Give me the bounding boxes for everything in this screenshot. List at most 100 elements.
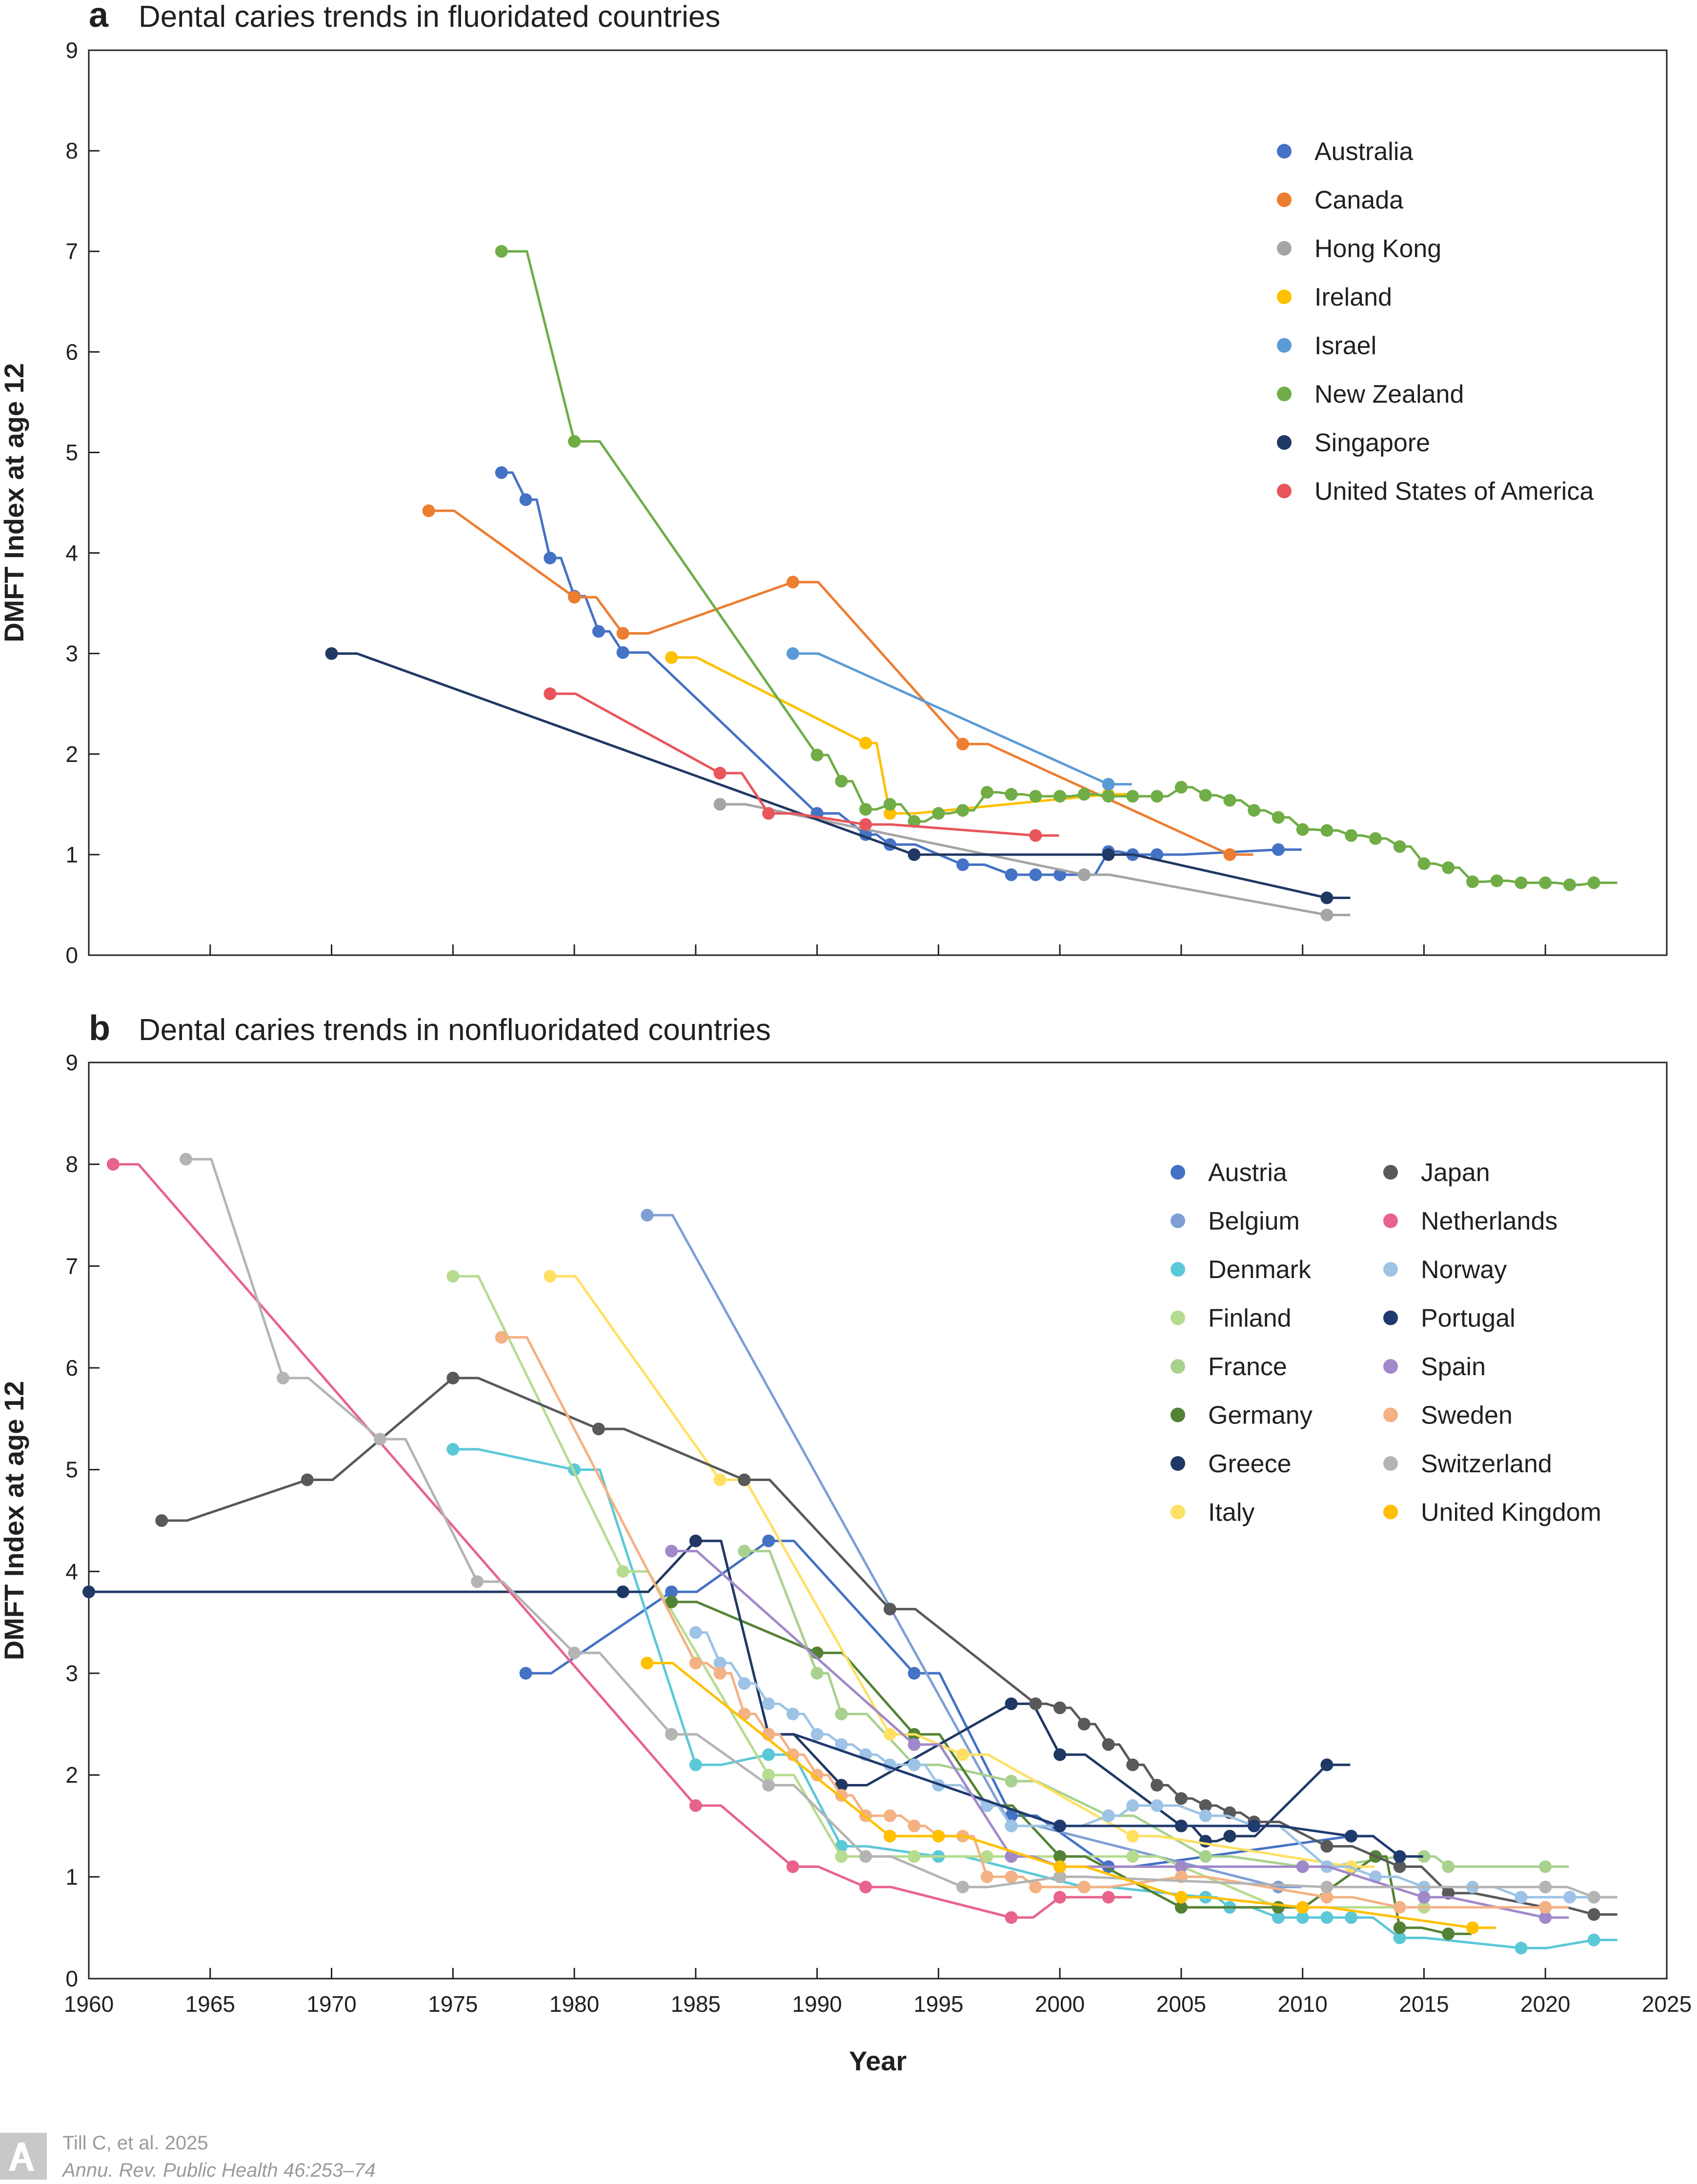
series-israel (786, 647, 1132, 791)
data-point-switzerland (762, 1779, 775, 1792)
x-tick-label: 1985 (671, 1991, 721, 2017)
legend-marker-ireland (1277, 289, 1292, 304)
legend-label-singapore: Singapore (1314, 429, 1430, 457)
data-point-japan (1587, 1908, 1600, 1921)
legend-label-finland: Finland (1208, 1304, 1292, 1333)
data-point-japan (1077, 1718, 1091, 1731)
data-point-new-zealand (883, 798, 896, 811)
data-point-norway (762, 1697, 775, 1710)
legend-label-israel: Israel (1314, 332, 1376, 360)
data-point-portugal (1345, 1829, 1358, 1843)
data-point-new-zealand (1174, 781, 1188, 794)
data-point-italy (1126, 1829, 1139, 1843)
data-point-canada (1223, 848, 1236, 861)
data-point-canada (616, 627, 629, 640)
data-point-sweden (980, 1870, 993, 1883)
data-point-denmark (1296, 1911, 1309, 1924)
data-point-norway (1151, 1799, 1164, 1812)
data-point-sweden (1539, 1901, 1552, 1914)
data-point-spain (665, 1544, 678, 1558)
data-point-new-zealand (1587, 876, 1600, 889)
series-line-sweden (501, 1336, 1569, 1909)
data-point-new-zealand (1248, 804, 1261, 817)
data-point-italy (883, 1728, 896, 1741)
data-point-france (1199, 1850, 1212, 1863)
x-tick-label: 1975 (428, 1991, 478, 2017)
panel-a-fluoridated: a Dental caries trends in fluoridated cou… (0, 0, 1668, 968)
y-tick-label: 2 (65, 741, 78, 767)
y-tick-label: 1 (65, 842, 78, 867)
x-tick-label: 2005 (1156, 1991, 1206, 2017)
legend-label-portugal: Portugal (1421, 1304, 1515, 1333)
legend-marker-united-kingdom (1383, 1504, 1398, 1520)
data-point-sweden (1029, 1881, 1042, 1894)
data-point-japan (301, 1473, 314, 1486)
x-tick-label: 1980 (549, 1991, 599, 2017)
data-point-sweden (713, 1667, 727, 1680)
data-point-norway (1102, 1809, 1115, 1823)
data-point-denmark (1393, 1931, 1406, 1944)
data-point-greece (1053, 1748, 1067, 1761)
data-point-switzerland (1539, 1881, 1552, 1894)
data-point-new-zealand (932, 807, 945, 820)
data-point-norway (835, 1738, 848, 1751)
series-canada (422, 504, 1253, 861)
panel-letter: b (89, 1009, 110, 1048)
data-point-australia (519, 493, 532, 506)
data-point-australia (956, 858, 970, 871)
legend-marker-germany (1171, 1407, 1185, 1423)
data-point-germany (1053, 1850, 1067, 1863)
series-line-new-zealand (501, 250, 1617, 886)
data-point-united-kingdom (1174, 1891, 1188, 1904)
data-point-canada (422, 504, 435, 517)
data-point-portugal (1053, 1820, 1067, 1832)
data-point-norway (1005, 1820, 1018, 1832)
series-line-israel (792, 652, 1132, 786)
plot-frame (88, 49, 1668, 956)
series-new-zealand (495, 245, 1617, 891)
data-point-united-kingdom (1053, 1860, 1067, 1873)
data-point-denmark (1345, 1911, 1358, 1924)
data-point-ireland (859, 737, 872, 750)
legend-label-spain: Spain (1421, 1353, 1486, 1381)
data-point-australia (1272, 843, 1285, 856)
series-hong-kong (713, 798, 1351, 922)
data-point-australia (592, 625, 605, 638)
legend-marker-united-states-of-america (1277, 483, 1292, 499)
series-switzerland (180, 1153, 1617, 1904)
y-tick-label: 2 (65, 1763, 78, 1788)
data-point-japan (1126, 1758, 1139, 1771)
data-point-australia (1151, 848, 1164, 861)
data-point-united-states-of-america (762, 807, 775, 820)
data-point-norway (713, 1657, 727, 1670)
x-tick-label: 1965 (185, 1991, 235, 2017)
data-point-japan (1029, 1697, 1042, 1710)
legend-label-france: France (1208, 1353, 1287, 1381)
data-point-israel (786, 647, 799, 660)
data-point-sweden (1320, 1891, 1333, 1904)
data-point-new-zealand (1151, 790, 1164, 803)
series-denmark (446, 1443, 1617, 1955)
data-point-new-zealand (568, 435, 581, 448)
data-point-france (1539, 1860, 1552, 1873)
y-tick-label: 8 (65, 138, 78, 163)
legend-marker-norway (1383, 1262, 1398, 1277)
series-line-hong-kong (720, 803, 1351, 917)
data-point-new-zealand (1417, 857, 1431, 870)
data-point-new-zealand (1539, 876, 1552, 889)
legend-label-sweden: Sweden (1421, 1402, 1513, 1430)
legend-label-belgium: Belgium (1208, 1207, 1300, 1236)
data-point-japan (1320, 1840, 1333, 1853)
legend-marker-singapore (1277, 435, 1292, 450)
data-point-finland (762, 1768, 775, 1782)
data-point-new-zealand (1345, 829, 1358, 842)
y-tick-label: 9 (65, 1050, 78, 1075)
data-point-sweden (738, 1707, 751, 1721)
data-point-netherlands (786, 1860, 799, 1873)
data-point-switzerland (180, 1153, 192, 1166)
x-tick-label: 1990 (792, 1991, 842, 2017)
data-point-switzerland (1587, 1891, 1600, 1904)
data-point-france (810, 1667, 824, 1680)
data-point-new-zealand (1005, 788, 1018, 801)
data-point-japan (446, 1371, 460, 1384)
